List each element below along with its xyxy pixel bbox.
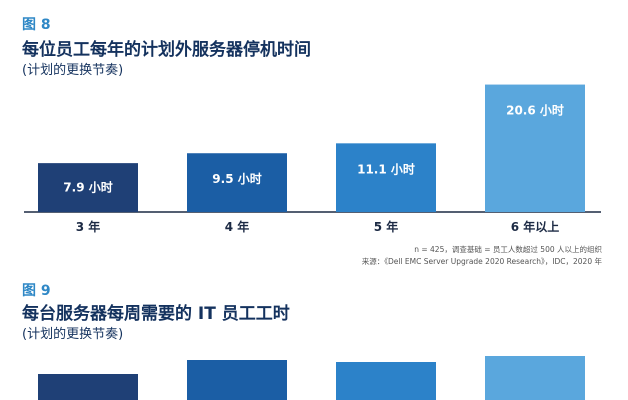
x-tick-label: 5 年 (374, 219, 399, 234)
sample-size-note: n = 425，调查基础 = 员工人数超过 500 人以上的组织 (414, 245, 602, 254)
x-tick-label: 3 年 (76, 219, 101, 234)
figure-9-bar-2 (187, 360, 287, 400)
bar-value-label: 20.6 小时 (506, 103, 564, 118)
x-tick-label: 6 年以上 (511, 219, 560, 234)
figure-9-bar-4 (485, 356, 585, 400)
figure-8-label: 图 8 (22, 17, 51, 33)
bar-value-label: 11.1 小时 (357, 161, 415, 176)
figure-8-title: 每位员工每年的计划外服务器停机时间 (22, 40, 311, 60)
figure-8-subtitle: (计划的更换节奏) (22, 63, 124, 78)
bar-1 (38, 163, 138, 212)
figure-8-bar-chart: 7.9 小时 3 年 9.5 小时 4 年 11.1 小时 5 年 20.6 小时 6 年以上 (24, 84, 601, 234)
bar-value-label: 9.5 小时 (212, 171, 261, 186)
figure-9-title: 每台服务器每周需要的 IT 员工工时 (22, 304, 290, 324)
figure-9-bar-3 (336, 362, 436, 400)
figure-8-source-note: n = 425，调查基础 = 员工人数超过 500 人以上的组织 来源：《Del… (362, 244, 602, 268)
bar-2 (187, 153, 287, 212)
bar-value-label: 7.9 小时 (63, 180, 112, 195)
source-citation: 来源：《Dell EMC Server Upgrade 2020 Researc… (361, 257, 602, 266)
figure-9-bar-chart (38, 356, 585, 400)
figure-9-bar-1 (38, 374, 138, 400)
figure-9-label: 图 9 (22, 283, 51, 299)
bar-4 (485, 84, 585, 212)
figure-9-subtitle: (计划的更换节奏) (22, 327, 124, 342)
bar-3 (336, 143, 436, 212)
x-tick-label: 4 年 (225, 219, 250, 234)
